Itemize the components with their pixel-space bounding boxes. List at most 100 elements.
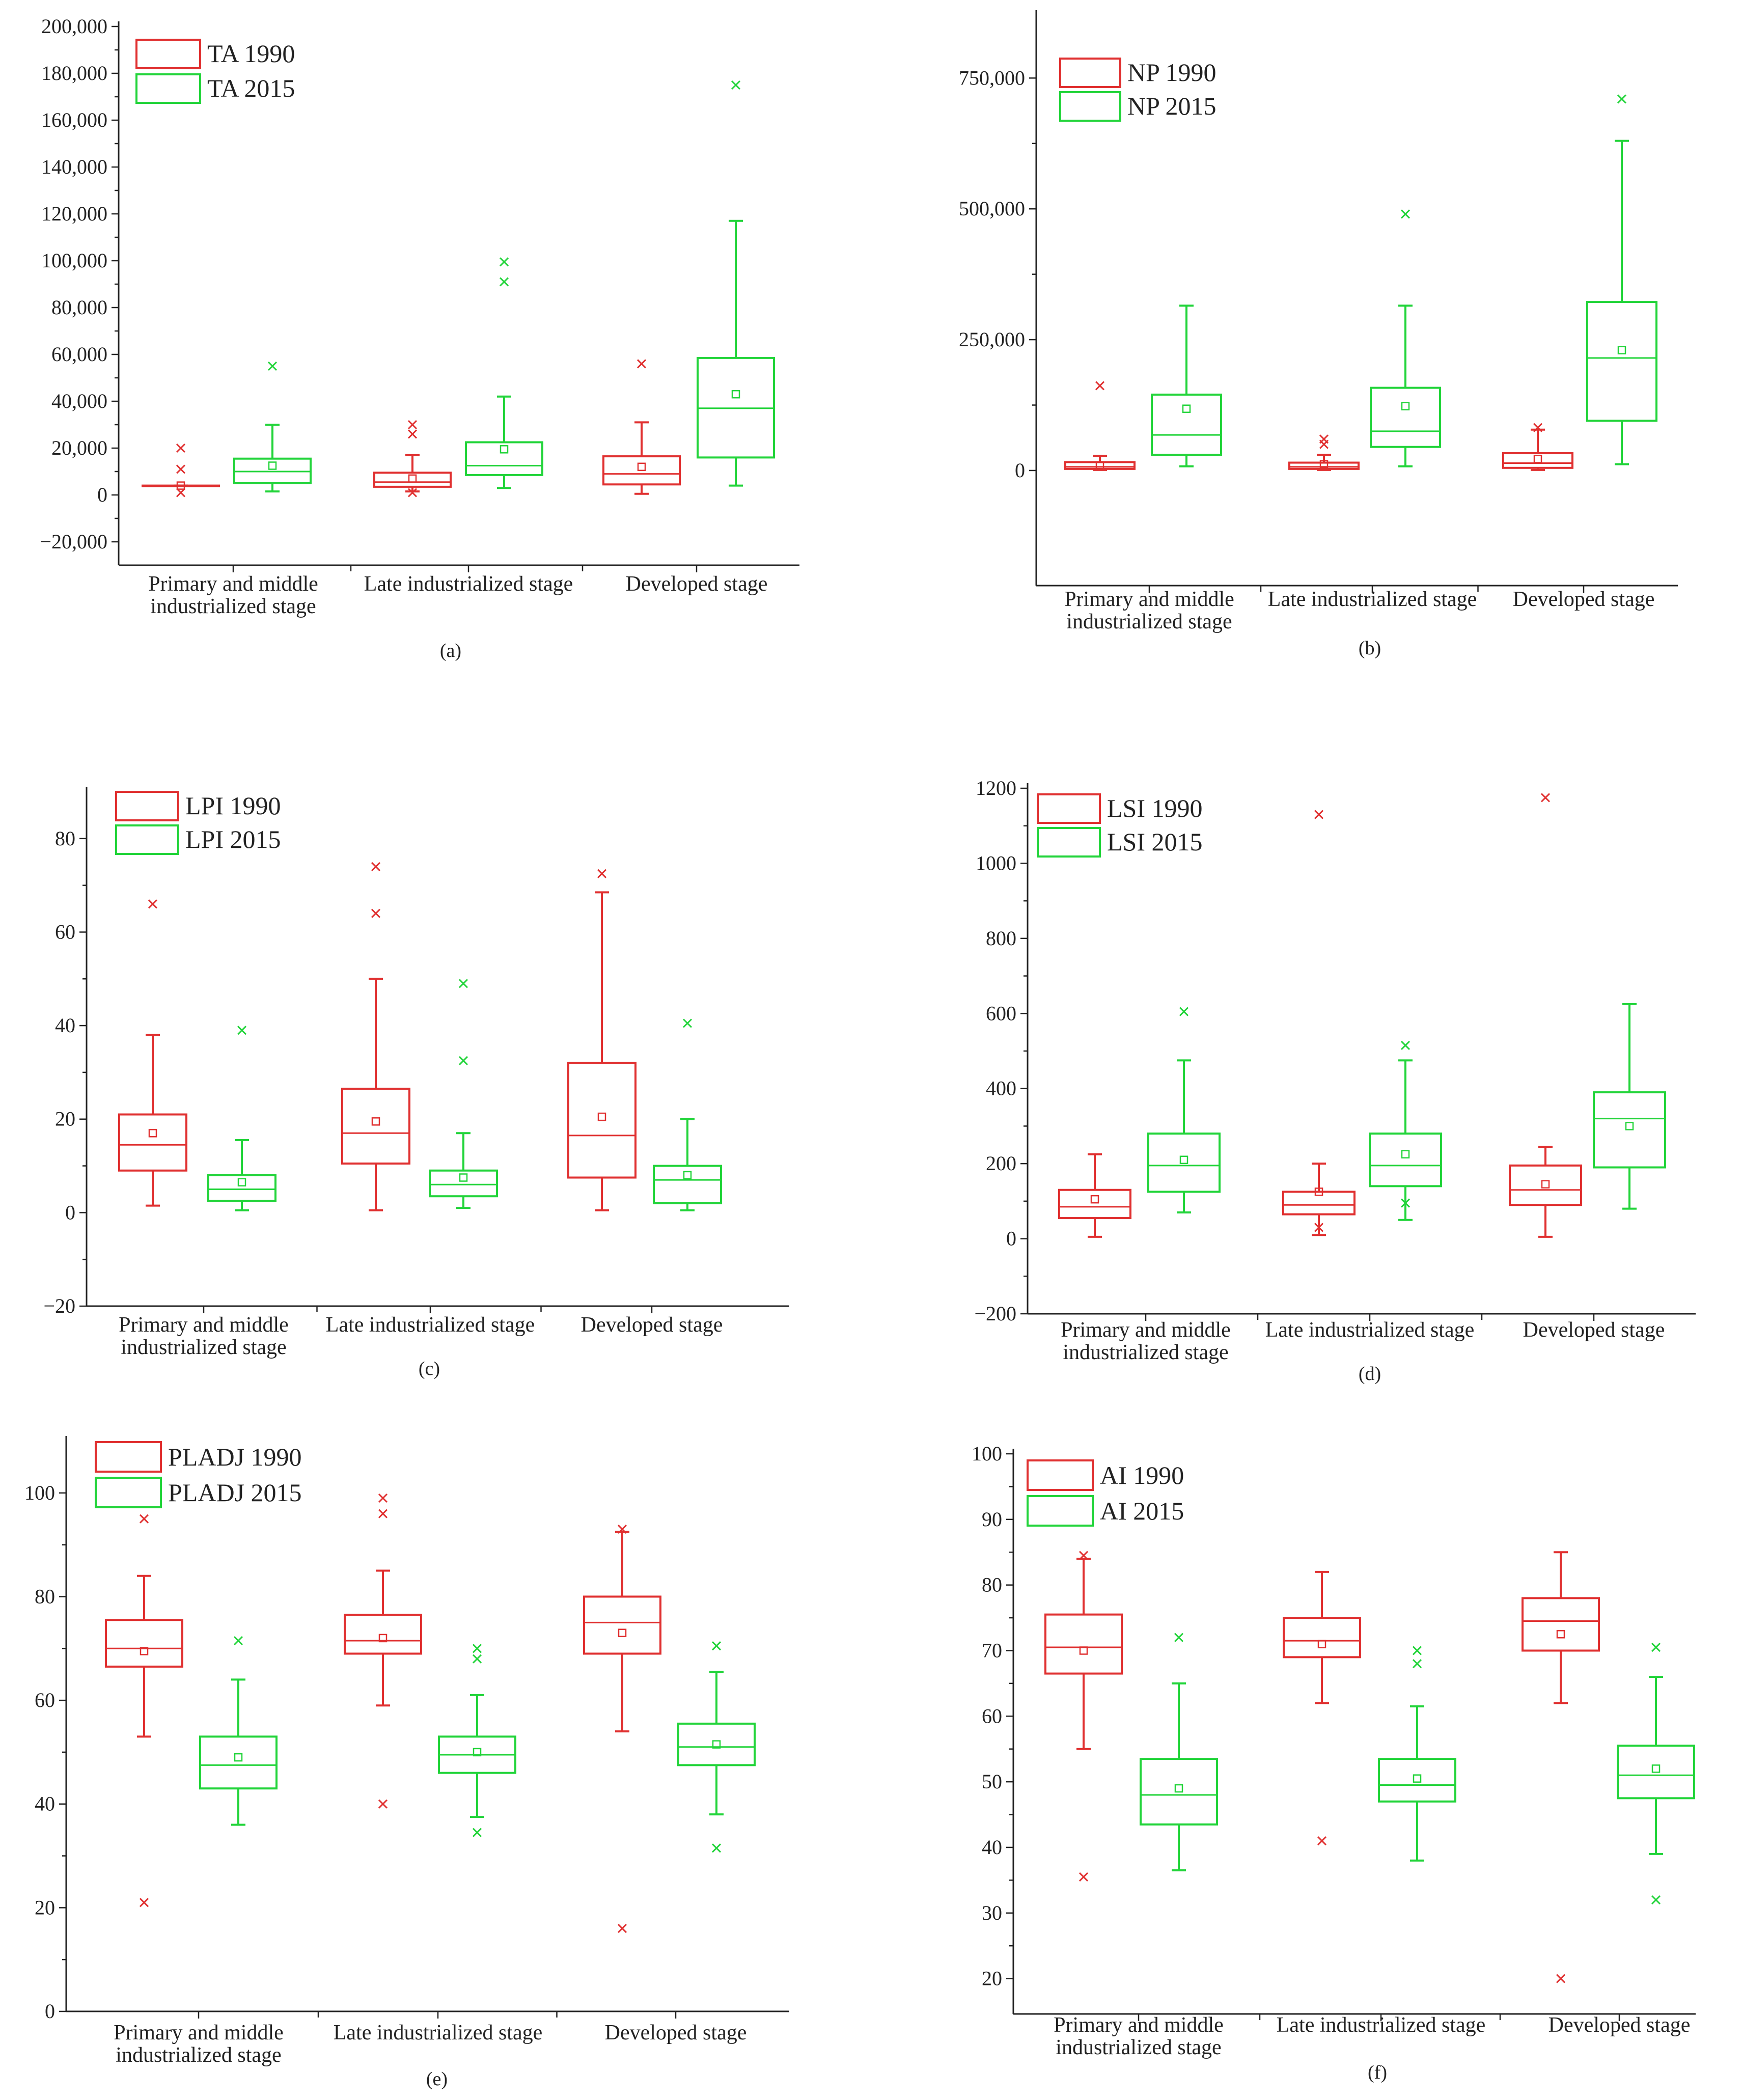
category-label: Developed stage (1513, 588, 1655, 611)
box-np-2015 (1370, 209, 1441, 467)
box-lpi-2015 (653, 1018, 722, 1211)
outlier-marker (1400, 1198, 1411, 1208)
category-label: Late industrialized stage (1268, 588, 1477, 611)
outlier-marker (1400, 209, 1411, 219)
y-tick-label: 60 (55, 920, 75, 943)
outlier-marker (597, 869, 607, 878)
y-tick-label: 30 (982, 1901, 1002, 1924)
mean-marker (1179, 1155, 1188, 1165)
box-ta-2015 (233, 361, 312, 493)
outlier-marker (1174, 1633, 1184, 1642)
y-tick-label: 800 (986, 927, 1016, 950)
iqr-box (1151, 393, 1222, 456)
mean-marker (731, 390, 740, 399)
category-label: Late industrialized stage (326, 1313, 535, 1337)
category-label: Developed stage (1523, 1318, 1665, 1342)
y-tick-label: 250,000 (959, 328, 1025, 351)
box-pladj-2015 (199, 1636, 278, 1826)
y-tick-label: 90 (982, 1508, 1002, 1531)
outlier-marker (176, 443, 186, 453)
box-np-1990 (1502, 423, 1573, 471)
mean-marker (1174, 1784, 1183, 1793)
y-tick-label: 140,000 (41, 155, 107, 178)
legend-label: PLADJ 1990 (168, 1443, 302, 1471)
category-label: Developed stage (1549, 2013, 1691, 2037)
panel-c: −20 0 20 40 60 80 Primary and middleindustrial… (43, 787, 789, 1379)
box-lsi-2015 (1369, 1040, 1442, 1221)
legend-label: NP 2015 (1127, 92, 1216, 120)
outlier-marker (1556, 1974, 1566, 1983)
box-pladj-1990 (105, 1514, 183, 1908)
y-tick-label: 70 (982, 1639, 1002, 1662)
mean-marker (176, 481, 185, 490)
panel-label: (f) (1368, 2062, 1387, 2083)
iqr-box (583, 1595, 661, 1655)
outlier-marker (458, 979, 468, 988)
y-tick-label: 80,000 (51, 296, 107, 319)
outlier-marker (139, 1514, 149, 1524)
iqr-box (207, 1174, 276, 1202)
outlier-marker (407, 488, 418, 498)
outlier-marker (378, 1799, 388, 1809)
outlier-marker (1179, 1007, 1189, 1016)
iqr-box (118, 1113, 187, 1172)
iqr-box (1502, 452, 1573, 469)
outlier-marker (176, 464, 186, 474)
category-label: Primary and middle (1054, 2013, 1224, 2037)
outlier-marker (407, 429, 418, 439)
box-ta-2015 (465, 257, 543, 489)
outlier-marker (499, 257, 509, 267)
box-np-1990 (1288, 434, 1360, 471)
legend-label: PLADJ 2015 (168, 1478, 302, 1507)
box-lpi-1990 (567, 869, 637, 1211)
mean-marker (1617, 346, 1626, 354)
outlier-marker (1412, 1646, 1422, 1655)
y-tick-label: 0 (45, 2000, 55, 2023)
legend-label: LSI 1990 (1107, 794, 1203, 822)
y-tick-label: 120,000 (41, 202, 107, 225)
box-lsi-2015 (1147, 1007, 1221, 1213)
iqr-box (1522, 1597, 1600, 1652)
outlier-marker (637, 359, 647, 369)
box-ta-1990 (602, 359, 681, 495)
legend-swatch (135, 73, 201, 104)
mean-marker (712, 1740, 721, 1749)
legend-swatch (95, 1477, 162, 1508)
category-label: industrialized stage (116, 2043, 281, 2067)
legend-swatch (115, 791, 179, 821)
box-lsi-1990 (1282, 810, 1356, 1236)
legend-label: LSI 2015 (1107, 827, 1203, 856)
iqr-box (105, 1619, 183, 1668)
outlier-marker (472, 1644, 482, 1653)
y-tick-label: 1200 (976, 777, 1016, 799)
panel-label: (a) (440, 640, 461, 661)
box-pladj-1990 (344, 1493, 422, 1809)
outlier-marker (148, 899, 158, 909)
category-label: industrialized stage (1063, 1341, 1228, 1364)
box-ai-2015 (1617, 1642, 1695, 1905)
panel-label: (d) (1359, 1363, 1381, 1385)
y-tick-label: 60 (982, 1704, 1002, 1727)
y-tick-label: 0 (1006, 1227, 1016, 1250)
panel-d: −200 0 200 400 600 800 1000 1200 Primary and mid… (974, 777, 1696, 1385)
y-tick-label: 40 (982, 1836, 1002, 1859)
outlier-marker (176, 488, 186, 498)
legend-swatch (135, 39, 201, 69)
legend-label: NP 1990 (1127, 58, 1216, 87)
box-pladj-1990 (583, 1525, 661, 1933)
box-pladj-2015 (677, 1641, 756, 1853)
outlier-marker (1319, 439, 1329, 449)
box-lpi-2015 (207, 1026, 276, 1211)
category-label: Late industrialized stage (364, 572, 573, 596)
legend-swatch (1059, 91, 1121, 122)
iqr-box (1369, 1132, 1442, 1187)
mean-marker (371, 1117, 380, 1126)
legend-swatch (1037, 793, 1101, 824)
box-ai-1990 (1044, 1551, 1123, 1882)
category-label: Developed stage (581, 1313, 723, 1337)
outlier-marker (617, 1525, 627, 1534)
legend-label: TA 1990 (207, 39, 295, 68)
outlier-marker (1079, 1872, 1089, 1882)
box-np-2015 (1151, 305, 1222, 467)
